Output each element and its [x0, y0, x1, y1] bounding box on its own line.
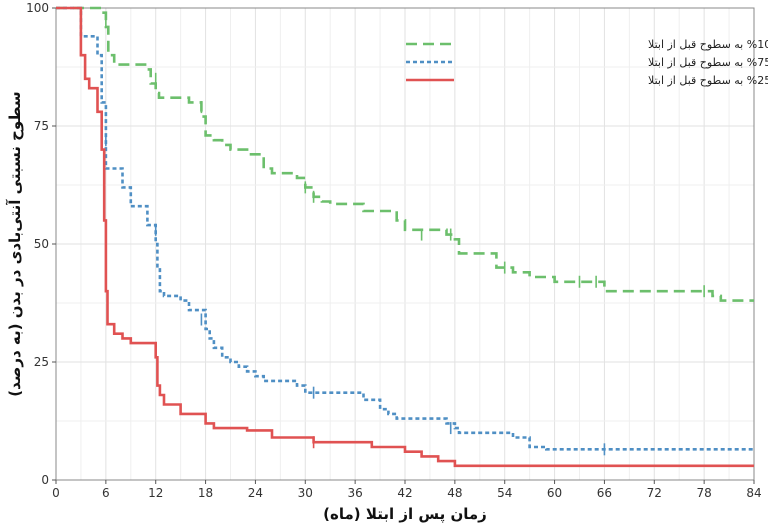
x-axis-ticks: 0 6 12 18 24 30 36 42 48 54 60 66 72 78 84: [52, 480, 762, 500]
x-tick-label: 0: [52, 486, 60, 500]
series-line-2: [56, 6, 754, 451]
y-axis-title: سطوح نسبتی آنتی‌بادی در بدن (به درصد): [6, 91, 24, 396]
series-layer: [56, 6, 754, 468]
x-tick-label: 24: [248, 486, 263, 500]
legend-label-1: بازگشت 100% به سطوح قبل از ابتلا: [648, 38, 768, 51]
x-tick-label: 66: [597, 486, 612, 500]
x-axis-title: زمان پس از ابتلا (ماه): [323, 505, 487, 524]
x-tick-label: 42: [397, 486, 412, 500]
y-tick-label: 75: [34, 119, 49, 133]
y-tick-label: 0: [41, 473, 49, 487]
x-tick-label: 54: [497, 486, 512, 500]
x-tick-label: 6: [102, 486, 110, 500]
y-tick-label: 100: [26, 1, 49, 15]
x-tick-label: 18: [198, 486, 213, 500]
x-tick-label: 12: [148, 486, 163, 500]
x-tick-label: 60: [547, 486, 562, 500]
x-tick-label: 84: [746, 486, 761, 500]
y-axis-ticks: 0 25 50 75 100: [26, 1, 56, 487]
legend-label-2: بازگشت 75% به سطوح قبل از ابتلا: [648, 56, 768, 69]
x-tick-label: 36: [348, 486, 363, 500]
legend-label-3: بازگشت 25% به سطوح قبل از ابتلا: [648, 74, 768, 87]
x-tick-label: 48: [447, 486, 462, 500]
x-tick-label: 78: [697, 486, 712, 500]
y-tick-label: 50: [34, 237, 49, 251]
series-line-1: [56, 6, 754, 302]
x-tick-label: 72: [647, 486, 662, 500]
series-line-3: [56, 6, 754, 468]
x-tick-label: 30: [298, 486, 313, 500]
y-tick-label: 25: [34, 355, 49, 369]
legend: بازگشت 100% به سطوح قبل از ابتلا بازگشت 7…: [406, 38, 768, 87]
